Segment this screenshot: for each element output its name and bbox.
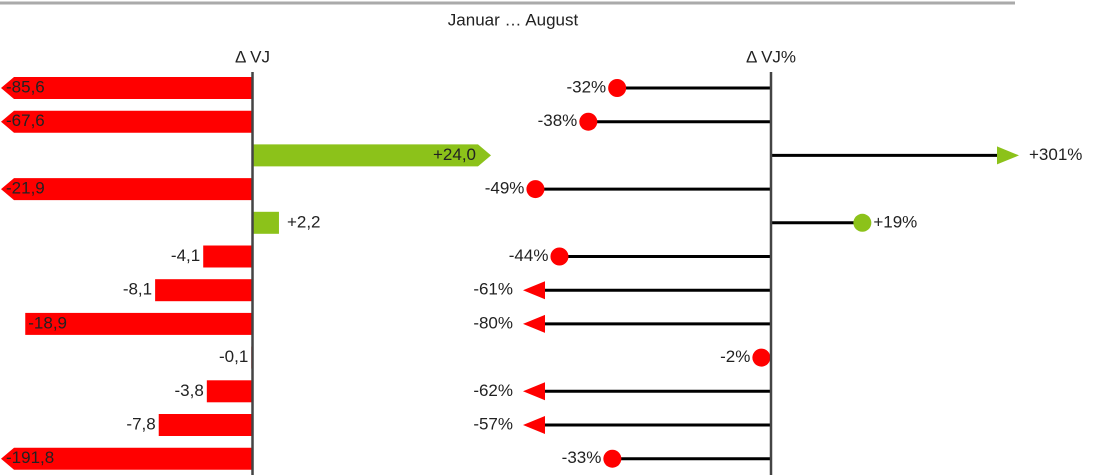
lollipop (523, 382, 771, 401)
bar (203, 245, 253, 268)
value-label: -2% (720, 347, 750, 366)
bar (1, 178, 253, 201)
lollipop (526, 180, 771, 199)
lollipop (608, 79, 771, 97)
arrow (523, 314, 545, 333)
bar (158, 414, 253, 436)
bar (155, 279, 253, 302)
arrow (523, 416, 545, 434)
value-label: -21,9 (6, 179, 45, 198)
lollipop (771, 146, 1019, 165)
bar (1, 77, 253, 99)
value-label: -80% (473, 313, 513, 332)
lollipop (603, 449, 771, 468)
dot (550, 247, 569, 266)
value-label: -57% (473, 414, 513, 433)
value-label: +301% (1029, 145, 1082, 164)
lollipop (771, 213, 872, 232)
lollipop (523, 281, 771, 300)
lollipop (579, 112, 771, 131)
bar (1, 447, 253, 470)
lollipop (523, 314, 771, 333)
value-label: -7,8 (126, 414, 155, 433)
value-label: -62% (473, 381, 513, 400)
dot (526, 180, 545, 199)
value-label: -38% (538, 111, 578, 130)
bar (206, 380, 253, 403)
axis-title: Δ VJ% (746, 47, 796, 66)
value-label: -4,1 (171, 246, 200, 265)
chart-title: Januar … August (448, 10, 579, 29)
dot (853, 213, 872, 232)
value-label: -0,1 (219, 347, 248, 366)
value-label: -61% (473, 280, 513, 299)
value-label: -191,8 (6, 448, 54, 467)
arrow (997, 146, 1019, 165)
value-label: -33% (562, 448, 602, 467)
dot (752, 348, 771, 367)
arrow (523, 281, 545, 300)
axis-title: Δ VJ (235, 47, 270, 66)
bar (252, 211, 279, 234)
value-label: +2,2 (287, 212, 321, 231)
bar (1, 110, 253, 133)
bar (252, 144, 491, 167)
bar (25, 312, 253, 335)
value-label: +19% (873, 212, 917, 231)
dot (608, 79, 627, 97)
value-label: -18,9 (28, 313, 67, 332)
value-label: -85,6 (6, 77, 45, 96)
dot (603, 449, 622, 468)
value-label: -67,6 (6, 111, 45, 130)
lollipop (752, 348, 771, 367)
value-label: -3,8 (175, 381, 204, 400)
value-label: +24,0 (433, 145, 476, 164)
dot (579, 112, 598, 131)
lollipop (550, 247, 771, 266)
lollipop (523, 416, 771, 434)
arrow (523, 382, 545, 401)
value-label: -44% (509, 246, 549, 265)
value-label: -8,1 (123, 280, 152, 299)
value-label: -32% (566, 77, 606, 96)
value-label: -49% (485, 179, 525, 198)
